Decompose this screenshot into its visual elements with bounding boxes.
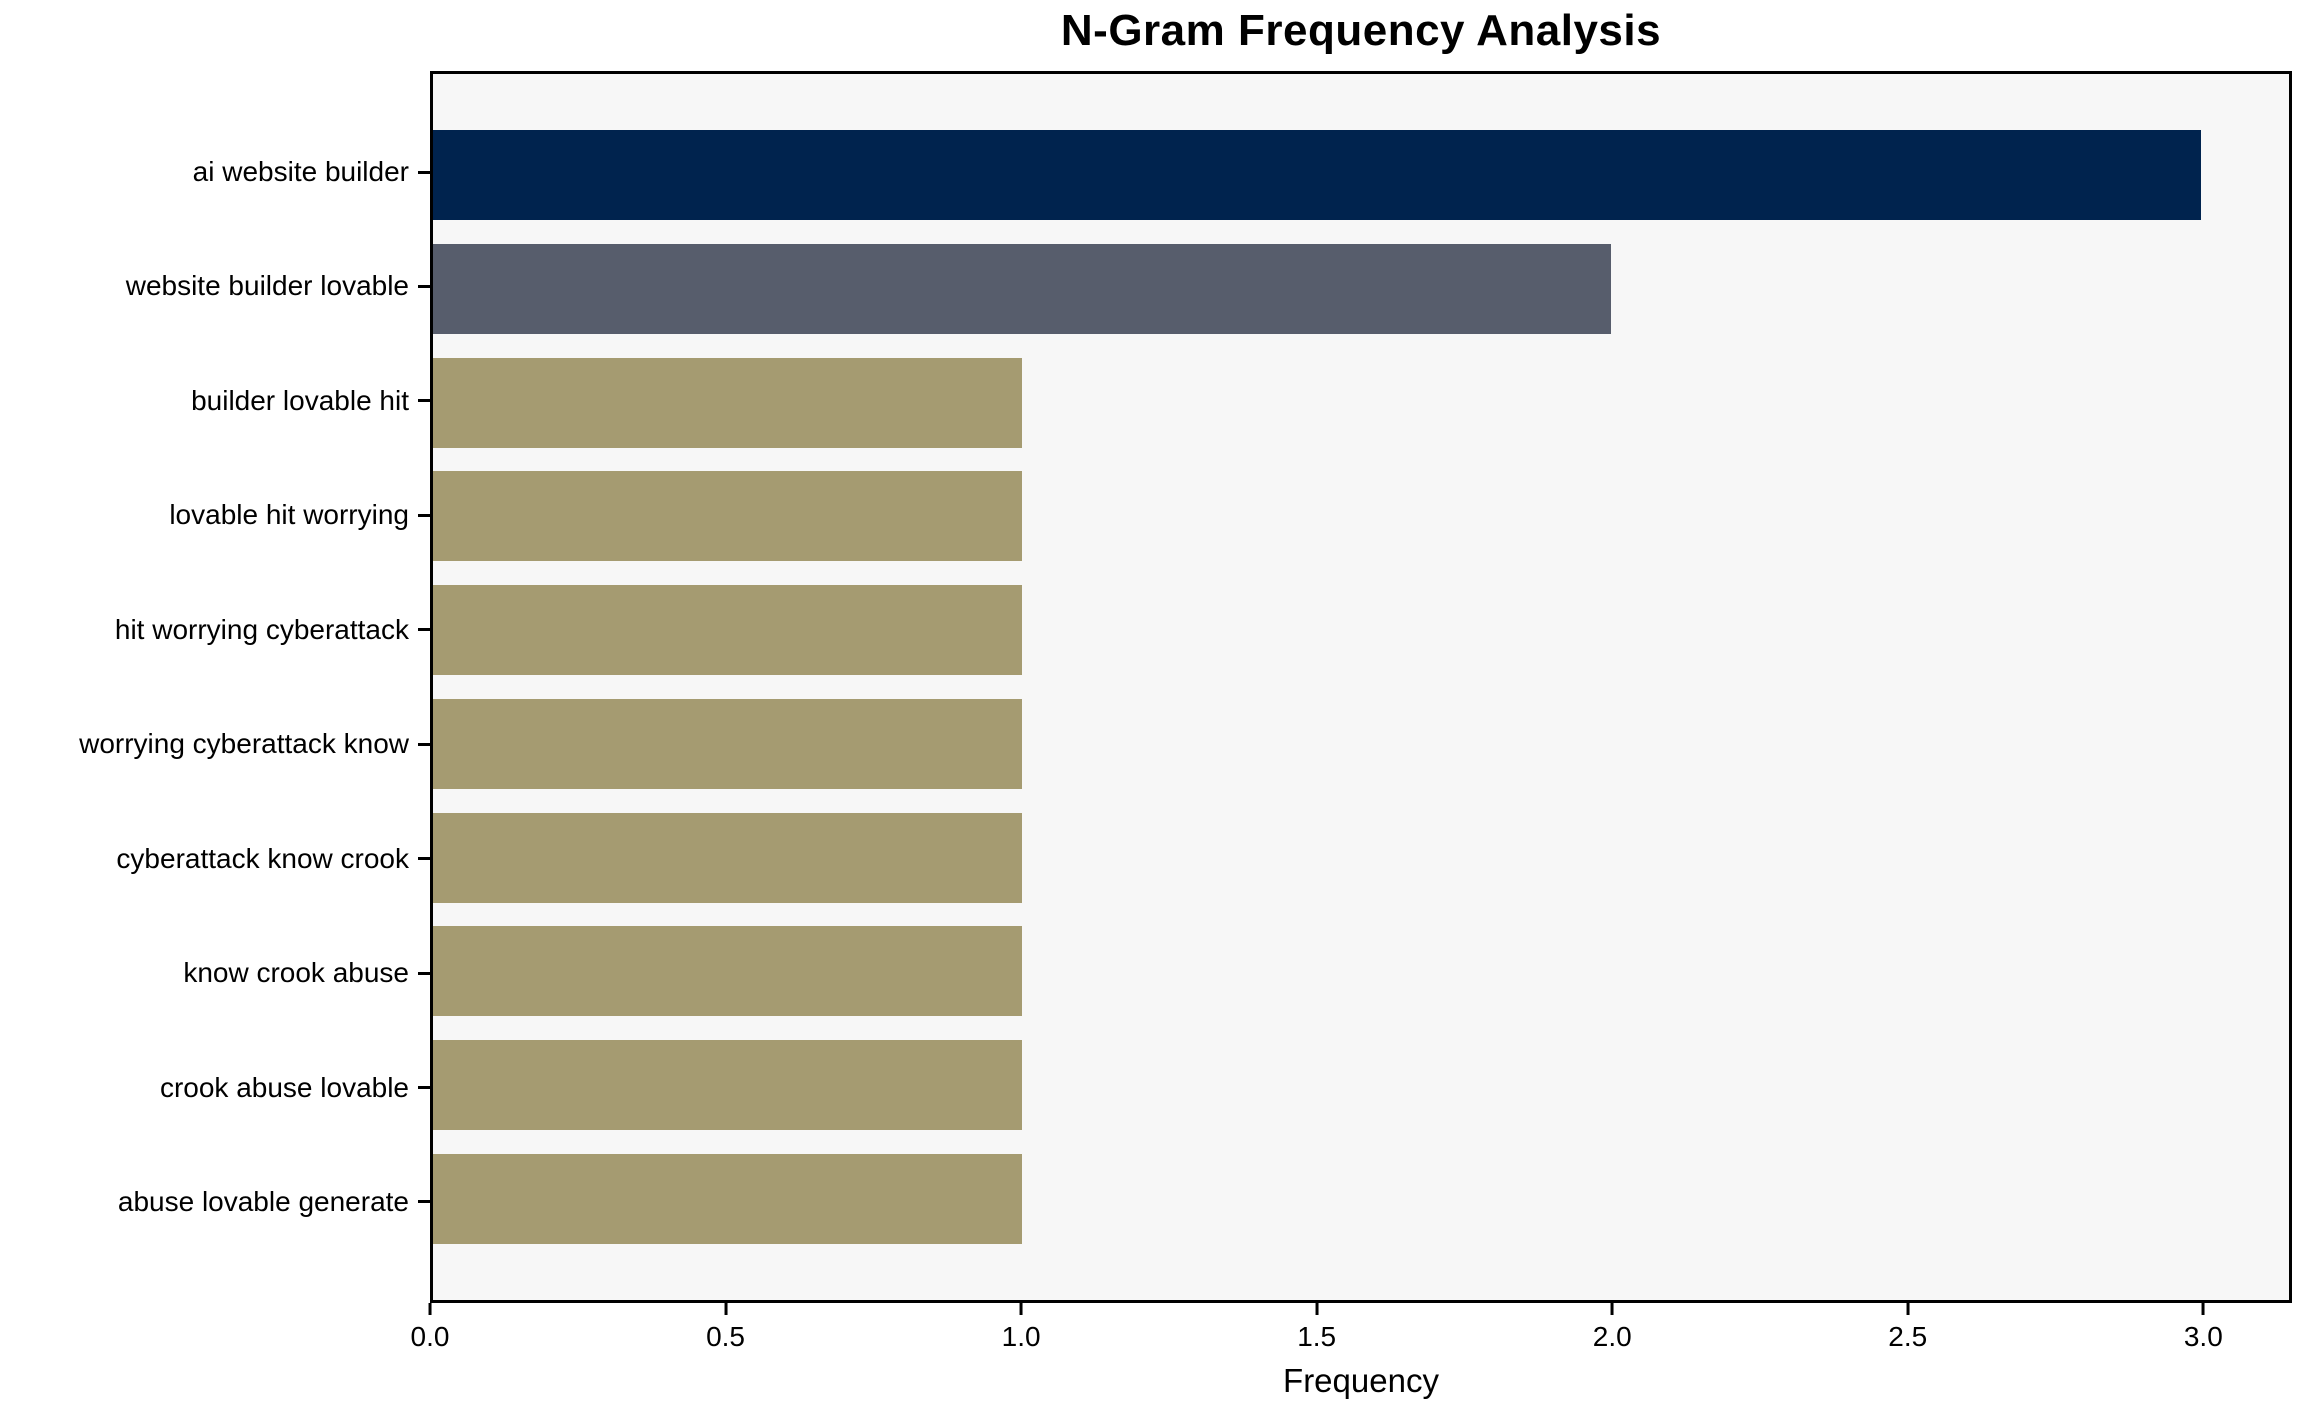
bar-row [433,812,2289,903]
x-tick-label: 0.0 [410,1321,450,1352]
bar [433,130,2201,220]
y-tick-mark [418,284,430,288]
bar-series [433,74,2289,1300]
x-tick-label: 2.0 [1592,1321,1632,1352]
x-tick: 1.5 [1297,1303,1336,1351]
x-tick-mark [1315,1303,1319,1315]
x-axis-ticks: 0.0 0.5 1.0 1.5 2.0 2.5 3.0 [411,1303,2292,1373]
x-tick-mark [1019,1303,1023,1315]
y-axis-label: website builder lovable [125,270,409,302]
y-axis-label-row: abuse lovable generate [0,1157,430,1247]
chart-title: N-Gram Frequency Analysis [1060,6,1662,55]
y-tick-mark [418,399,430,403]
y-tick-mark [418,1200,430,1204]
x-tick-mark [1610,1303,1614,1315]
y-axis-label: lovable hit worrying [169,499,409,531]
bar-row [433,698,2289,789]
y-axis-label: hit worrying cyberattack [114,613,409,645]
x-tick: 3.0 [2184,1303,2223,1351]
bar [433,471,1023,562]
y-tick-mark [418,170,430,174]
y-tick-mark [418,742,430,746]
x-tick: 0.5 [706,1303,745,1351]
bar [433,926,1023,1017]
x-tick-label: 3.0 [2183,1321,2223,1352]
x-tick: 2.5 [1888,1303,1927,1351]
y-axis-label-row: ai website builder [0,127,430,217]
y-axis-label-row: lovable hit worrying [0,470,430,560]
y-axis-label-row: worrying cyberattack know [0,699,430,789]
y-axis-label-row: website builder lovable [0,241,430,331]
y-axis-labels: ai website builder website builder lovabl… [0,71,430,1303]
bar-row [433,130,2289,220]
y-axis-label-row: builder lovable hit [0,356,430,446]
y-axis-label-row: hit worrying cyberattack [0,585,430,675]
y-axis-label: worrying cyberattack know [79,728,409,760]
y-tick-mark [418,628,430,632]
y-axis-label: builder lovable hit [191,384,409,416]
y-tick-mark [418,1086,430,1089]
bar-row [433,1153,2289,1244]
x-tick: 2.0 [1593,1303,1632,1351]
y-tick-mark [418,971,430,975]
x-tick-mark [428,1303,432,1315]
bar-row [433,243,2289,334]
x-tick-label: 2.5 [1888,1321,1928,1352]
x-tick-mark [2201,1303,2205,1315]
y-axis-label-row: cyberattack know crook [0,814,430,904]
y-axis-label: abuse lovable generate [117,1185,409,1217]
x-tick-mark [724,1303,728,1315]
plot-area [430,71,2292,1303]
x-tick-label: 1.0 [1001,1321,1041,1352]
bar-row [433,471,2289,562]
y-axis-label: ai website builder [192,156,409,187]
bar [433,1153,1023,1244]
bar [433,812,1023,903]
x-tick-mark [1906,1303,1910,1315]
y-tick-mark [418,857,430,861]
x-tick: 1.0 [1002,1303,1041,1351]
bar-row [433,357,2289,448]
bar [433,585,1023,676]
y-axis-label-row: know crook abuse [0,928,430,1018]
bar [433,1040,1023,1131]
bar [433,357,1023,448]
x-tick: 0.0 [410,1303,450,1352]
bar-row [433,1040,2289,1131]
x-tick-label: 0.5 [706,1321,746,1352]
bar [433,243,1612,334]
y-axis-label-row: crook abuse lovable [0,1043,430,1133]
y-tick-mark [418,513,430,517]
bar-row [433,926,2289,1017]
x-axis-label: Frequency [1283,1362,1439,1399]
x-tick-label: 1.5 [1297,1321,1337,1352]
bar [433,698,1023,789]
bar-row [433,585,2289,676]
y-axis-label: cyberattack know crook [116,842,409,874]
y-axis-label: know crook abuse [183,957,409,989]
y-axis-label: crook abuse lovable [159,1071,409,1103]
